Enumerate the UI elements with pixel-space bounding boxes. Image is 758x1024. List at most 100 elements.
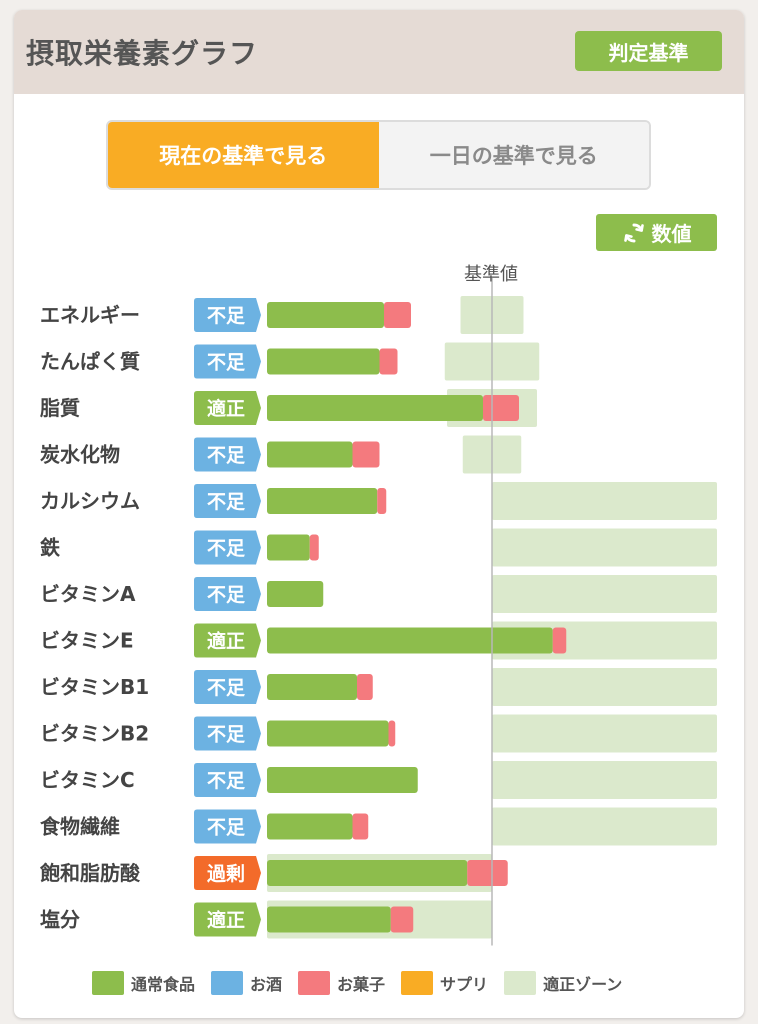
status-badge-label: 不足 bbox=[207, 584, 246, 606]
toggle-current-criteria[interactable]: 現在の基準で見る bbox=[108, 122, 379, 188]
nutrient-label: 炭水化物 bbox=[40, 443, 120, 467]
bar-snacks bbox=[352, 441, 380, 468]
refresh-icon bbox=[623, 223, 644, 242]
legend-swatch bbox=[211, 971, 244, 995]
bar-normal-food bbox=[267, 720, 389, 747]
status-badge-label: 不足 bbox=[207, 817, 246, 839]
status-badge-label: 不足 bbox=[207, 491, 246, 513]
bar-snacks bbox=[357, 674, 373, 700]
status-badge bbox=[194, 344, 261, 379]
nutrient-label: カルシウム bbox=[40, 489, 140, 513]
status-badge bbox=[194, 623, 261, 658]
page-title: 摂取栄養素グラフ bbox=[26, 37, 259, 70]
status-badge bbox=[194, 716, 261, 751]
card-header: 摂取栄養素グラフ 判定基準 bbox=[14, 10, 744, 94]
nutrient-label: ビタミンE bbox=[40, 629, 134, 653]
bar-normal-food bbox=[267, 441, 353, 468]
bar-normal-food bbox=[267, 395, 483, 421]
status-badge-label: 適正 bbox=[207, 909, 245, 932]
status-badge bbox=[194, 391, 261, 425]
bar-normal-food bbox=[267, 860, 468, 886]
status-badge-label: 不足 bbox=[207, 677, 246, 699]
bar-snacks bbox=[377, 488, 387, 514]
nutrient-label: 食物繊維 bbox=[40, 815, 120, 839]
nutrient-label: 脂質 bbox=[40, 396, 80, 420]
status-badge-label: 不足 bbox=[207, 445, 246, 467]
adequate-zone bbox=[492, 714, 717, 753]
legend-label: 通常食品 bbox=[131, 975, 196, 994]
status-badge-label: 不足 bbox=[207, 305, 246, 327]
bar-normal-food bbox=[267, 488, 378, 514]
status-badge bbox=[194, 577, 261, 611]
bar-normal-food bbox=[267, 534, 310, 561]
chart-legend: 通常食品 お酒 お菓子 サプリ 適正ゾーン bbox=[92, 970, 622, 996]
legend-swatch bbox=[298, 971, 331, 995]
criteria-button[interactable]: 判定基準 bbox=[575, 31, 722, 71]
status-badge bbox=[194, 902, 261, 937]
reference-label: 基準値 bbox=[464, 264, 518, 285]
legend-label: 適正ゾーン bbox=[543, 975, 623, 994]
adequate-zone bbox=[492, 761, 717, 799]
bar-snacks bbox=[384, 302, 411, 328]
bar-normal-food bbox=[267, 906, 391, 933]
nutrient-label: ビタミンB2 bbox=[40, 722, 149, 746]
nutrient-label: ビタミンC bbox=[40, 768, 135, 792]
bar-normal-food bbox=[267, 813, 353, 840]
legend-item: サプリ bbox=[401, 971, 488, 995]
legend-label: サプリ bbox=[440, 975, 489, 994]
bar-normal-food bbox=[267, 302, 384, 328]
status-badge bbox=[194, 530, 261, 565]
status-badge-label: 過剰 bbox=[207, 862, 245, 885]
legend-item: 適正ゾーン bbox=[504, 971, 622, 995]
nutrient-graph-card: 摂取栄養素グラフ 判定基準 現在の基準で見る 一日の基準で見る 数値 エネルギー… bbox=[14, 10, 744, 1018]
bar-snacks bbox=[390, 906, 414, 933]
status-badge-label: 不足 bbox=[207, 352, 246, 374]
bar-snacks bbox=[388, 720, 396, 747]
bar-normal-food bbox=[267, 627, 553, 654]
status-badge-label: 不足 bbox=[207, 770, 246, 792]
legend-label: お菓子 bbox=[337, 975, 386, 994]
bar-snacks bbox=[379, 348, 398, 375]
value-button[interactable]: 数値 bbox=[596, 214, 717, 251]
bar-snacks bbox=[352, 813, 369, 840]
bar-snacks bbox=[483, 395, 519, 421]
nutrient-label: ビタミンA bbox=[40, 582, 136, 606]
legend-swatch bbox=[504, 971, 537, 995]
value-button-label: 数値 bbox=[651, 222, 692, 246]
status-badge bbox=[194, 856, 261, 890]
bar-snacks bbox=[552, 627, 567, 654]
nutrient-label: 飽和脂肪酸 bbox=[40, 861, 141, 885]
view-toggle: 現在の基準で見る 一日の基準で見る bbox=[106, 120, 651, 190]
adequate-zone bbox=[492, 528, 717, 567]
status-badge bbox=[194, 763, 261, 797]
bar-snacks bbox=[467, 860, 508, 886]
status-badge-label: 不足 bbox=[207, 724, 246, 746]
adequate-zone bbox=[492, 482, 717, 520]
status-badge-label: 適正 bbox=[207, 630, 245, 653]
status-badge bbox=[194, 484, 261, 518]
nutrient-label: ビタミンB1 bbox=[40, 675, 149, 699]
adequate-zone bbox=[492, 575, 717, 613]
bar-snacks bbox=[309, 534, 319, 561]
adequate-zone bbox=[492, 668, 717, 706]
nutrient-label: たんぱく質 bbox=[40, 350, 140, 374]
legend-label: お酒 bbox=[250, 975, 283, 994]
status-badge-label: 適正 bbox=[207, 397, 245, 420]
toggle-daily-criteria[interactable]: 一日の基準で見る bbox=[378, 122, 649, 188]
legend-item: 通常食品 bbox=[92, 971, 195, 995]
nutrient-label: 鉄 bbox=[40, 536, 60, 560]
bar-normal-food bbox=[267, 581, 324, 607]
nutrient-label: エネルギー bbox=[40, 303, 140, 327]
legend-item: お酒 bbox=[211, 971, 282, 995]
bar-normal-food bbox=[267, 674, 357, 700]
bar-normal-food bbox=[267, 767, 418, 793]
legend-item: お菓子 bbox=[298, 971, 385, 995]
nutrient-label: 塩分 bbox=[40, 908, 80, 932]
status-badge bbox=[194, 670, 261, 704]
status-badge bbox=[194, 809, 261, 844]
status-badge bbox=[194, 298, 261, 332]
status-badge-label: 不足 bbox=[207, 538, 246, 560]
legend-swatch bbox=[92, 971, 124, 995]
bar-normal-food bbox=[267, 348, 380, 375]
